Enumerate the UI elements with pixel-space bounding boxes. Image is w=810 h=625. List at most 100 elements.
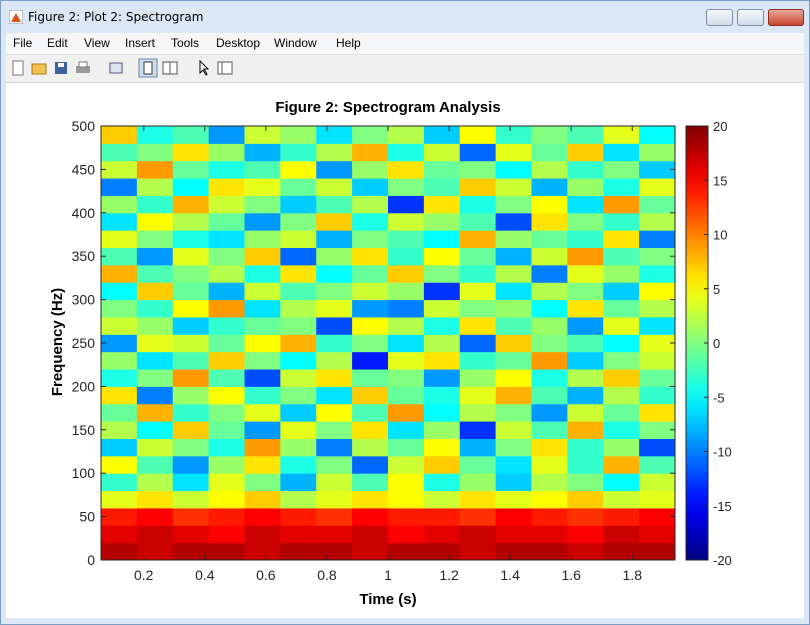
menu-item[interactable]: Tools bbox=[171, 36, 200, 50]
menu-item[interactable]: Window bbox=[274, 36, 317, 50]
heatmap-cell bbox=[316, 490, 353, 509]
heatmap-cell bbox=[101, 178, 138, 196]
heatmap-cell bbox=[316, 542, 353, 561]
heatmap-cell bbox=[459, 438, 497, 457]
heatmap-cell bbox=[352, 455, 389, 474]
heatmap-cell bbox=[244, 195, 281, 214]
heatmap-cell bbox=[172, 438, 210, 457]
property-button[interactable] bbox=[217, 60, 233, 76]
link-button[interactable] bbox=[108, 60, 124, 76]
heatmap-cell bbox=[244, 230, 281, 249]
heatmap-cell bbox=[639, 316, 676, 335]
menu-item[interactable]: View bbox=[84, 36, 110, 50]
heatmap-cell bbox=[208, 490, 245, 509]
heatmap-cell bbox=[172, 126, 210, 144]
heatmap-cell bbox=[603, 195, 640, 214]
save-button[interactable] bbox=[53, 60, 69, 76]
heatmap-cell bbox=[639, 195, 676, 214]
heatmap-cell bbox=[208, 438, 245, 457]
dock-button[interactable] bbox=[138, 58, 158, 78]
heatmap-cell bbox=[423, 316, 461, 335]
menu-item[interactable]: Help bbox=[336, 36, 361, 50]
open-button[interactable] bbox=[31, 60, 47, 76]
heatmap-cell bbox=[567, 299, 604, 318]
heatmap-cell bbox=[567, 507, 604, 526]
heatmap-cell bbox=[603, 369, 640, 387]
heatmap-cell bbox=[316, 230, 353, 249]
heatmap-cell bbox=[280, 421, 317, 439]
heatmap-cell bbox=[423, 438, 461, 457]
heatmap-cell bbox=[603, 438, 640, 457]
heatmap-cell bbox=[172, 507, 210, 526]
heatmap-cell bbox=[388, 386, 425, 405]
pointer-button[interactable] bbox=[196, 60, 212, 76]
heatmap-cell bbox=[208, 403, 245, 422]
heatmap-cell bbox=[567, 473, 604, 492]
heatmap-cell bbox=[316, 247, 353, 266]
heatmap-cell bbox=[459, 247, 497, 266]
heatmap-cell bbox=[603, 143, 640, 162]
heatmap-cell bbox=[495, 369, 532, 387]
menu-item[interactable]: File bbox=[13, 36, 33, 50]
heatmap-cell bbox=[352, 143, 389, 162]
heatmap-cell bbox=[388, 299, 425, 318]
heatmap-cell bbox=[603, 507, 640, 526]
heatmap-cell bbox=[172, 316, 210, 335]
window-title: Figure 2: Plot 2: Spectrogram bbox=[28, 10, 204, 24]
x-tick-label: 1.2 bbox=[439, 567, 459, 583]
heatmap-cell bbox=[280, 212, 317, 231]
print-button[interactable] bbox=[75, 60, 91, 76]
heatmap-cell bbox=[495, 542, 532, 561]
colorbar-tick-label: 10 bbox=[713, 228, 727, 243]
menu-item[interactable]: Edit bbox=[47, 36, 68, 50]
heatmap-cell bbox=[172, 386, 210, 405]
heatmap-cell bbox=[567, 455, 604, 474]
heatmap-cell bbox=[316, 334, 353, 353]
heatmap-cell bbox=[244, 507, 281, 526]
x-axis-label: Time (s) bbox=[359, 591, 416, 608]
close-button[interactable] bbox=[768, 9, 804, 26]
heatmap-cell bbox=[244, 247, 281, 266]
heatmap-cell bbox=[101, 195, 138, 214]
heatmap-cell bbox=[352, 212, 389, 231]
heatmap-cell bbox=[244, 316, 281, 335]
heatmap-cell bbox=[352, 438, 389, 457]
new-button[interactable] bbox=[10, 60, 26, 76]
heatmap-cell bbox=[388, 230, 425, 249]
heatmap-cell bbox=[531, 247, 568, 266]
heatmap-cell bbox=[280, 542, 317, 561]
heatmap-cell bbox=[423, 178, 461, 196]
heatmap-cell bbox=[603, 247, 640, 266]
heatmap-cell bbox=[136, 386, 174, 405]
heatmap-cell bbox=[639, 212, 676, 231]
heatmap-cell bbox=[352, 386, 389, 405]
heatmap-cell bbox=[280, 455, 317, 474]
x-tick-label: 1.6 bbox=[561, 567, 581, 583]
heatmap-cell bbox=[244, 282, 281, 301]
heatmap-cell bbox=[316, 126, 353, 144]
heatmap-cell bbox=[136, 438, 174, 457]
heatmap-cell bbox=[244, 542, 281, 561]
heatmap-cell bbox=[459, 282, 497, 301]
heatmap-cell bbox=[388, 143, 425, 162]
heatmap-cell bbox=[280, 178, 317, 196]
heatmap-cell bbox=[280, 160, 317, 179]
heatmap-cell bbox=[423, 351, 461, 370]
menu-item[interactable]: Desktop bbox=[216, 36, 261, 50]
heatmap-cell bbox=[459, 473, 497, 492]
heatmap-cell bbox=[423, 212, 461, 231]
minimize-button[interactable] bbox=[706, 9, 733, 26]
heatmap-cell bbox=[172, 334, 210, 353]
heatmap-cell bbox=[316, 369, 353, 387]
maximize-button[interactable] bbox=[737, 9, 764, 26]
heatmap-cell bbox=[567, 160, 604, 179]
heatmap-cell bbox=[101, 403, 138, 422]
heatmap-cell bbox=[172, 542, 210, 561]
heatmap-cell bbox=[101, 282, 138, 301]
heatmap-cell bbox=[101, 369, 138, 387]
app-icon bbox=[9, 10, 23, 24]
heatmap-cell bbox=[101, 386, 138, 405]
layout-button[interactable] bbox=[162, 60, 178, 76]
heatmap-cell bbox=[101, 542, 138, 561]
menu-item[interactable]: Insert bbox=[125, 36, 156, 50]
